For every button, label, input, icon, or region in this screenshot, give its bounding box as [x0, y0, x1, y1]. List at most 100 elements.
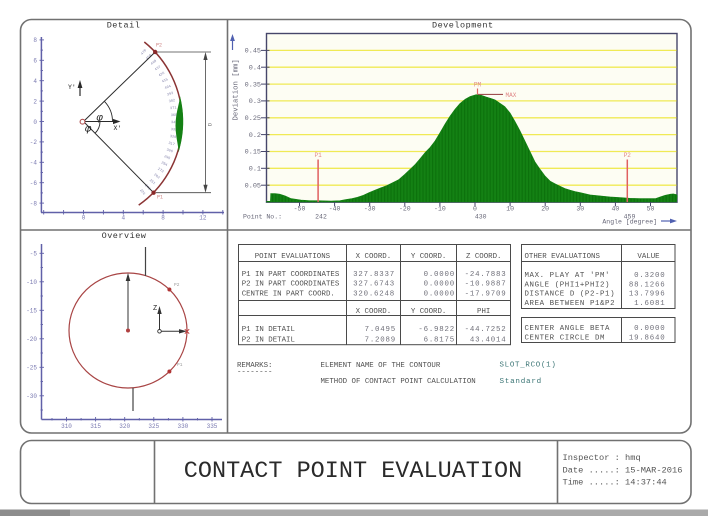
svg-text:448: 448: [150, 60, 158, 67]
svg-text:X COORD.: X COORD.: [356, 253, 391, 261]
svg-text:325: 325: [148, 423, 159, 430]
svg-text:0: 0: [82, 214, 86, 221]
svg-text:430: 430: [475, 214, 487, 221]
svg-text:P1: P1: [157, 195, 163, 201]
svg-text:50: 50: [647, 205, 655, 212]
svg-text:P2 IN DETAIL: P2 IN DETAIL: [242, 336, 295, 344]
svg-text:Z COORD.: Z COORD.: [466, 253, 501, 261]
svg-text:0.3200: 0.3200: [634, 272, 665, 280]
svg-text:2: 2: [33, 98, 37, 105]
svg-text:P1 IN DETAIL: P1 IN DETAIL: [242, 326, 295, 334]
svg-text:0.05: 0.05: [245, 182, 261, 190]
svg-text:8: 8: [161, 214, 165, 221]
svg-text:Inspector : hmq: Inspector : hmq: [563, 453, 641, 463]
svg-text:12: 12: [199, 214, 207, 221]
svg-text:317: 317: [168, 142, 175, 147]
svg-text:320: 320: [119, 423, 130, 430]
svg-text:459: 459: [624, 214, 636, 221]
svg-text:-2: -2: [30, 139, 38, 146]
svg-text:4: 4: [33, 78, 37, 85]
svg-text:Angle [degree]: Angle [degree]: [602, 219, 657, 226]
svg-text:273: 273: [156, 168, 164, 175]
svg-text:229: 229: [138, 189, 145, 197]
svg-text:X': X': [114, 125, 122, 132]
svg-text:-10.9887: -10.9887: [465, 281, 507, 289]
svg-text:30: 30: [576, 205, 584, 212]
svg-text:360: 360: [171, 114, 178, 118]
svg-text:Date .....: 15-MAR-2016: Date .....: 15-MAR-2016: [563, 466, 683, 476]
svg-text:470: 470: [141, 49, 148, 56]
svg-text:327.6743: 327.6743: [353, 281, 395, 289]
svg-text:339: 339: [170, 128, 177, 133]
svg-text:43.4014: 43.4014: [470, 336, 507, 344]
svg-text:0.0000: 0.0000: [424, 271, 455, 279]
svg-text:P2: P2: [174, 282, 180, 288]
svg-text:320.6248: 320.6248: [353, 290, 395, 298]
svg-text:349: 349: [171, 121, 178, 125]
svg-text:306: 306: [166, 149, 173, 155]
svg-text:ANGLE (PHI1+PHI2): ANGLE (PHI1+PHI2): [525, 281, 611, 289]
svg-text:0.15: 0.15: [245, 149, 261, 157]
svg-text:-8: -8: [30, 200, 38, 207]
svg-text:284: 284: [160, 161, 168, 168]
svg-text:CENTER CIRCLE DM: CENTER CIRCLE DM: [525, 335, 606, 343]
svg-text:328: 328: [169, 135, 176, 140]
svg-text:315: 315: [90, 423, 101, 430]
svg-text:19.8640: 19.8640: [629, 335, 666, 343]
svg-text:0.2: 0.2: [249, 132, 261, 140]
svg-text:88.1266: 88.1266: [629, 281, 666, 289]
svg-text:PHI: PHI: [477, 308, 490, 316]
svg-text:Overview: Overview: [102, 231, 147, 241]
svg-text:-40: -40: [329, 205, 341, 212]
svg-text:AREA BETWEEN P1&P2: AREA BETWEEN P1&P2: [525, 300, 616, 308]
svg-text:6.8175: 6.8175: [424, 336, 455, 344]
svg-text:6: 6: [33, 58, 37, 65]
svg-text:Standard: Standard: [500, 378, 542, 386]
svg-text:CENTRE IN PART COORD.: CENTRE IN PART COORD.: [242, 290, 335, 298]
svg-text:426: 426: [158, 72, 166, 79]
svg-text:0.1: 0.1: [249, 166, 261, 174]
svg-text:0.0000: 0.0000: [424, 290, 455, 298]
svg-text:PM: PM: [474, 82, 482, 89]
svg-text:-30: -30: [26, 393, 37, 400]
svg-text:P1 IN PART COORDINATES: P1 IN PART COORDINATES: [242, 271, 340, 279]
svg-text:X COORD.: X COORD.: [356, 308, 391, 316]
svg-text:40: 40: [611, 205, 619, 212]
svg-text:382: 382: [169, 99, 176, 104]
svg-text:0.45: 0.45: [245, 48, 261, 56]
svg-text:335: 335: [207, 423, 218, 430]
svg-text:415: 415: [161, 78, 169, 84]
svg-text:-20: -20: [399, 205, 411, 212]
svg-text:327.8337: 327.8337: [353, 271, 395, 279]
svg-text:-50: -50: [294, 205, 306, 212]
svg-text:OTHER EVALUATIONS: OTHER EVALUATIONS: [525, 253, 601, 261]
svg-text:-10: -10: [434, 205, 446, 212]
svg-text:0.25: 0.25: [245, 115, 261, 123]
svg-text:1.6081: 1.6081: [634, 300, 665, 308]
svg-text:Y COORD.: Y COORD.: [411, 253, 446, 261]
svg-text:MAX. PLAY AT 'PM': MAX. PLAY AT 'PM': [525, 272, 611, 280]
svg-text:ELEMENT NAME OF THE CONTOUR: ELEMENT NAME OF THE CONTOUR: [321, 362, 441, 370]
svg-text:0.4: 0.4: [249, 64, 261, 72]
svg-text:0.0000: 0.0000: [634, 325, 665, 333]
svg-text:D: D: [207, 122, 214, 126]
svg-text:-4: -4: [30, 160, 38, 167]
svg-text:242: 242: [315, 214, 327, 221]
svg-text:Detail: Detail: [107, 21, 141, 31]
svg-text:METHOD OF CONTACT POINT CALCUL: METHOD OF CONTACT POINT CALCULATION: [321, 378, 476, 386]
svg-text:240: 240: [143, 184, 150, 191]
svg-text:Time .....: 14:37:44: Time .....: 14:37:44: [563, 478, 667, 488]
svg-text:20: 20: [541, 205, 549, 212]
svg-text:-6.9822: -6.9822: [418, 326, 455, 334]
svg-text:-15: -15: [26, 308, 37, 315]
svg-text:REMARKS:: REMARKS:: [237, 362, 272, 370]
svg-text:0: 0: [33, 119, 37, 126]
svg-text:Z: Z: [153, 305, 157, 313]
svg-text:--------: --------: [237, 369, 272, 377]
svg-text:-30: -30: [364, 205, 376, 212]
svg-text:0.0000: 0.0000: [424, 281, 455, 289]
svg-text:VALUE: VALUE: [637, 253, 660, 261]
svg-text:P2: P2: [156, 43, 162, 49]
svg-text:-10: -10: [26, 279, 37, 286]
svg-text:P1: P1: [177, 362, 183, 368]
